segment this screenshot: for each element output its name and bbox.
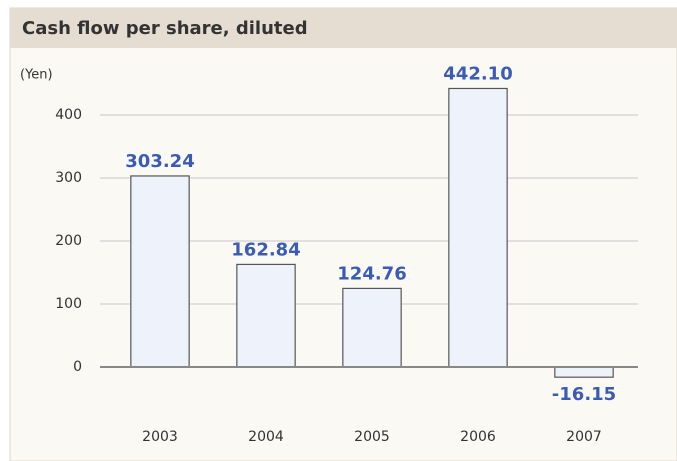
bar [554, 366, 614, 378]
bar [236, 263, 296, 368]
x-tick-label: 2007 [566, 429, 602, 445]
y-tick-label: 0 [73, 359, 82, 375]
y-tick-label: 100 [55, 296, 82, 312]
y-tick-label: 400 [55, 107, 82, 123]
value-label: 124.76 [337, 263, 406, 284]
bar [448, 87, 508, 368]
bar [130, 175, 190, 368]
bar [342, 287, 402, 368]
x-tick-label: 2005 [354, 429, 390, 445]
y-axis-label: (Yen) [20, 68, 53, 83]
y-tick-label: 200 [55, 233, 82, 249]
value-label: -16.15 [552, 384, 616, 405]
chart-title: Cash flow per share, diluted [22, 18, 308, 39]
value-label: 162.84 [231, 239, 300, 260]
x-tick-label: 2003 [142, 429, 178, 445]
value-label: 442.10 [443, 63, 512, 84]
panel [9, 7, 677, 461]
value-label: 303.24 [125, 151, 194, 172]
header [10, 8, 677, 48]
x-tick-label: 2006 [460, 429, 496, 445]
x-tick-label: 2004 [248, 429, 284, 445]
y-tick-label: 300 [55, 170, 82, 186]
